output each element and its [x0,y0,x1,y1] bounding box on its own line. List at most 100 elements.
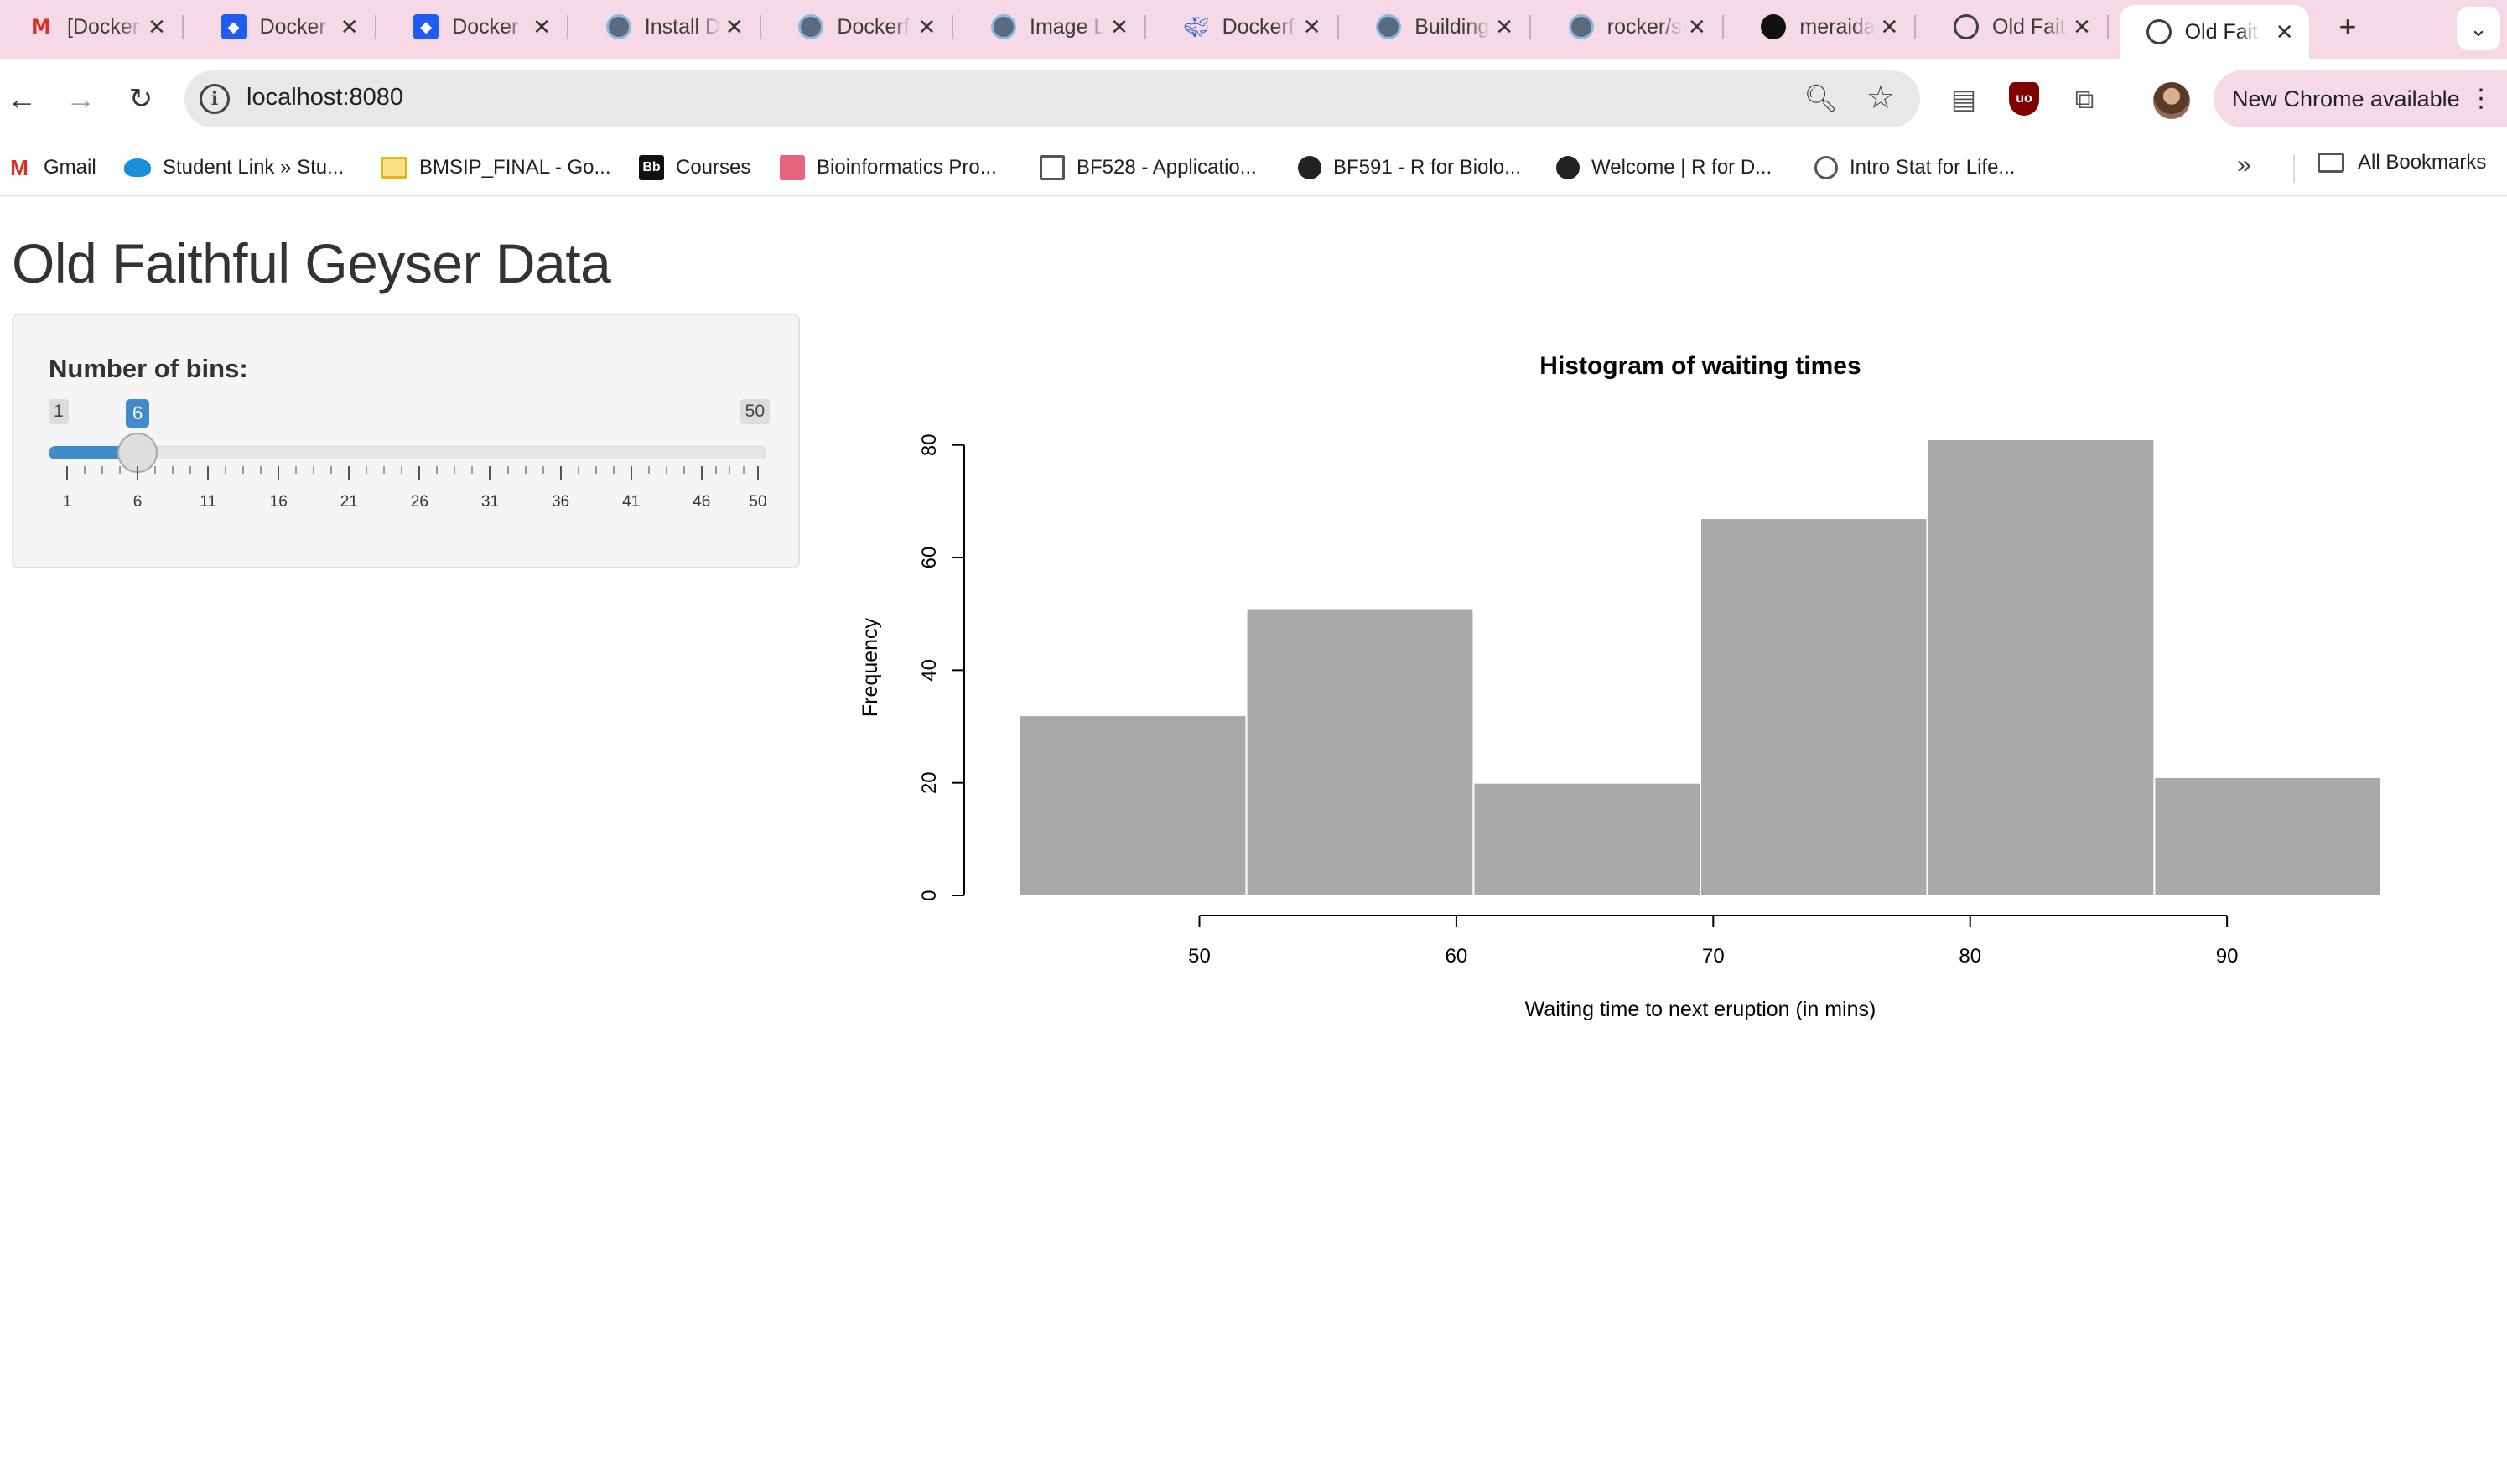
x-tick-label: 70 [1702,945,1725,968]
y-axis-label: Frequency [859,617,882,717]
tab-separator [1914,15,1917,39]
close-tab-icon[interactable]: ✕ [1302,13,1321,39]
all-bookmarks-button[interactable]: All Bookmarks [2318,151,2486,174]
gmail-icon: M [31,15,51,39]
browser-tab[interactable]: ◆ Docker ✕ [195,8,376,45]
extensions-puzzle-icon[interactable]: ⧉ [2074,84,2094,114]
more-bookmarks-chevron-icon[interactable]: » [2237,151,2251,179]
docker-icon [1568,14,1594,39]
histogram-bar [1700,517,1928,896]
sidebar-panel: Number of bins: 1 50 6 1 6 11 16 21 26 31 36 41 4… [12,314,800,568]
zoom-icon[interactable]: 🔍︎ [1804,83,1838,113]
slider-grid-label: 36 [551,493,570,511]
bookmark-label: Courses [676,156,751,179]
docker-icon [798,14,824,39]
new-tab-plus-icon[interactable]: + [2338,9,2357,44]
close-tab-icon[interactable]: ✕ [917,13,937,39]
slider-minor-tick [330,466,333,474]
tab-separator [182,15,184,39]
close-tab-icon[interactable]: ✕ [1110,13,1129,39]
slider-grid-label: 41 [622,493,641,511]
tab-strip: M [Docker ✕ ◆ Docker ✕ ◆ Docker ✕ Install D ✕ Docke… [0,0,2507,59]
tab-search-chevron-icon[interactable]: ⌄ [2457,7,2500,50]
ublock-extension-icon[interactable]: uo [2004,79,2044,119]
bookmark-item[interactable]: BMSIP_FINAL - Go... [381,151,611,184]
address-bar[interactable]: i localhost:8080 🔍︎ ☆ [184,70,1920,127]
x-axis-label: Waiting time to next eruption (in mins) [1525,998,1876,1021]
close-tab-icon[interactable]: ✕ [724,13,744,39]
close-tab-icon[interactable]: ✕ [1687,13,1706,39]
bookmark-item[interactable]: Student Link » Stu... [124,151,344,184]
bookmark-label: Welcome | R for D... [1591,156,1773,179]
tab-separator [1337,15,1339,39]
histogram-bar [1245,607,1475,896]
bookmark-item[interactable]: Welcome | R for D... [1556,151,1772,184]
tab-separator [759,15,761,39]
close-tab-icon[interactable]: ✕ [2073,13,2091,39]
site-info-icon[interactable]: i [200,84,230,114]
bookmark-item[interactable]: M Gmail [7,151,96,184]
bookmark-item[interactable]: BF528 - Applicatio... [1040,151,1257,184]
tab-title: Image L [1030,14,1105,39]
tab-title: meraida [1799,14,1876,39]
slider-minor-tick [729,466,731,474]
browser-tab[interactable]: Old Fait ✕ [2119,5,2309,59]
slider-grid-label: 11 [200,493,217,511]
browser-tab[interactable]: meraida ✕ [1734,8,1917,45]
bookmark-item[interactable]: Intro Stat for Life... [1814,151,2015,184]
browser-tab[interactable]: Building ✕ [1349,8,1532,45]
tab-separator [2107,15,2109,39]
slider-minor-tick [401,466,403,474]
bins-slider[interactable]: 1 50 6 1 6 11 16 21 26 31 36 41 46 50 [49,399,770,516]
y-tick-label: 40 [918,659,941,682]
slider-major-tick [757,466,759,480]
tab-separator [567,15,569,39]
globe-icon [1954,14,1979,39]
browser-tab[interactable]: Old Fait ✕ [1927,8,2109,45]
tab-separator [1721,15,1724,39]
new-chrome-label: New Chrome available [2232,86,2460,112]
bookmark-star-icon[interactable]: ☆ [1866,80,1895,116]
histogram-bar [2153,776,2382,896]
browser-tab[interactable]: ◆ Docker ✕ [387,8,569,45]
x-tick-label: 50 [1188,945,1211,968]
reload-icon[interactable]: ↻ [128,83,153,115]
url-text[interactable]: localhost:8080 [247,84,404,111]
new-chrome-available-button[interactable]: New Chrome available ⋮ [2214,70,2507,127]
browser-tab[interactable]: Install D ✕ [579,8,761,45]
bookmark-label: BF591 - R for Biolo... [1333,156,1522,179]
close-tab-icon[interactable]: ✕ [148,13,166,39]
tab-title: Old Fait [2184,19,2259,44]
browser-tab[interactable]: 🐳︎ Dockerf ✕ [1157,8,1339,45]
browser-tab[interactable]: rocker/s ✕ [1542,8,1724,45]
close-tab-icon[interactable]: ✕ [532,13,552,39]
page-title: Old Faithful Geyser Data [12,232,611,294]
slider-major-tick [559,466,562,480]
back-arrow-icon[interactable]: ← [7,81,37,116]
slider-minor-tick [714,466,717,474]
reading-mode-icon[interactable]: ▤ [1950,84,1977,114]
close-tab-icon[interactable]: ✕ [340,13,359,39]
close-tab-icon[interactable]: ✕ [2275,18,2294,44]
profile-avatar[interactable] [2153,82,2190,119]
cloud-icon [124,158,151,177]
slider-major-tick [489,466,491,480]
folder-icon [2318,153,2344,173]
tab-title: Docker [452,14,519,39]
browser-tab[interactable]: Dockerf ✕ [771,8,954,45]
browser-tab[interactable]: M [Docker ✕ [2,8,184,45]
browser-tab[interactable]: Image L ✕ [964,8,1146,45]
kebab-menu-icon[interactable]: ⋮ [2468,85,2494,112]
bookmark-item[interactable]: Bb Courses [639,151,750,184]
bookmark-item[interactable]: BF591 - R for Biolo... [1298,151,1521,184]
slider-minor-tick [172,466,174,474]
tab-separator [952,15,954,39]
forward-arrow-icon[interactable]: → [65,81,96,116]
globe-icon [1298,156,1321,179]
y-tick-label: 60 [918,547,941,569]
slider-minor-tick [524,466,527,474]
close-tab-icon[interactable]: ✕ [1880,13,1899,39]
bookmark-item[interactable]: Bioinformatics Pro... [780,151,997,184]
close-tab-icon[interactable]: ✕ [1495,13,1514,39]
slider-major-tick [418,466,421,480]
